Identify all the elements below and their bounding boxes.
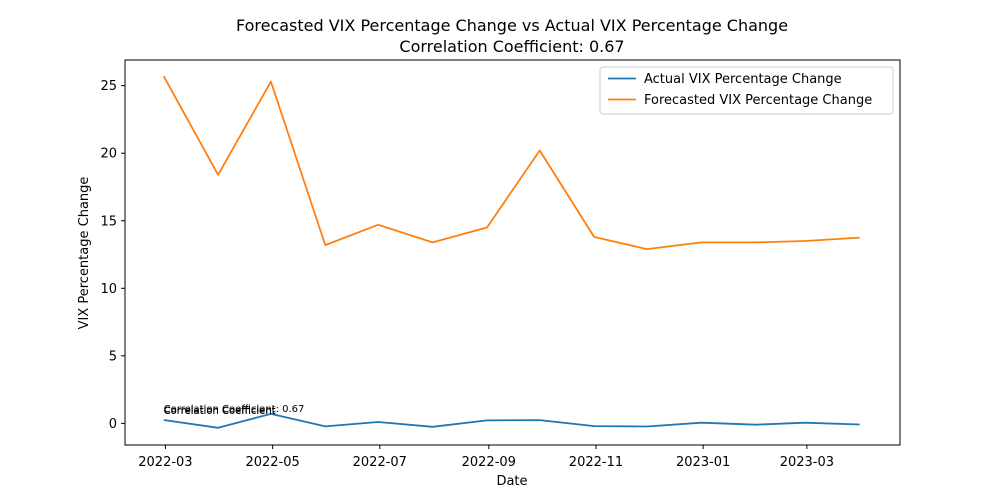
annotation: Correlation Coefficient xyxy=(164,405,276,416)
plot-frame xyxy=(124,59,901,446)
legend-box xyxy=(599,66,894,115)
chart-title: Forecasted VIX Percentage Change vs Actu… xyxy=(236,16,788,35)
y-tick-label: 15 xyxy=(100,214,117,229)
annotation: Correlation Coefficient xyxy=(164,406,276,417)
annotation: Correlation Coefficient: 0.67 xyxy=(164,404,305,415)
x-tick-label: 2023-03 xyxy=(780,455,834,470)
x-tick-label: 2023-01 xyxy=(676,455,730,470)
series-line-2 xyxy=(162,75,860,251)
y-axis-label: VIX Percentage Change xyxy=(77,177,92,330)
x-tick-label: 2022-07 xyxy=(353,455,407,470)
x-tick-label: 2022-05 xyxy=(245,455,299,470)
plot-area: 0 5 10 15 20 25 2022-03 2022-05 2022-07 2022-09 20… xyxy=(100,59,901,470)
x-tick-label: 2022-09 xyxy=(462,455,516,470)
legend-label: Actual VIX Percentage Change xyxy=(644,72,842,87)
y-tick-label: 0 xyxy=(109,417,117,432)
chart-subtitle: Correlation Coefficient: 0.67 xyxy=(399,37,624,56)
y-tick-label: 10 xyxy=(100,282,117,297)
y-tick-label: 5 xyxy=(109,349,117,364)
y-tick-label: 20 xyxy=(100,147,117,162)
series-line-1 xyxy=(163,412,860,429)
legend: Actual VIX Percentage Change Forecasted V… xyxy=(599,66,894,115)
y-tick-label: 25 xyxy=(100,79,117,94)
x-axis-label: Date xyxy=(496,474,527,489)
x-tick-label: 2022-03 xyxy=(138,455,192,470)
legend-label: Forecasted VIX Percentage Change xyxy=(644,93,872,108)
x-tick-label: 2022-11 xyxy=(569,455,623,470)
